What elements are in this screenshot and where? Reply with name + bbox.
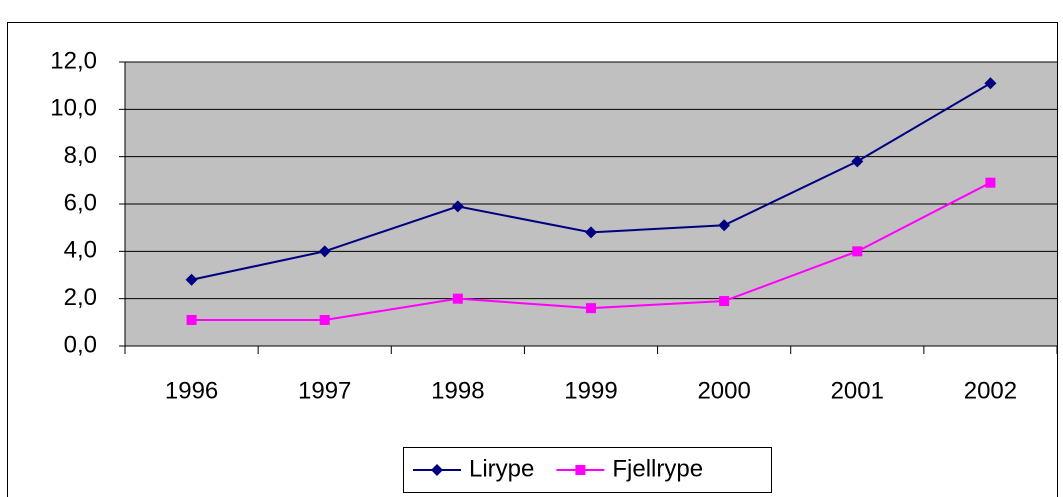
- y-tick-label: 8,0: [64, 142, 97, 169]
- x-tick-label: 1997: [298, 377, 351, 404]
- marker: [186, 314, 197, 325]
- marker: [431, 464, 443, 476]
- marker: [985, 177, 996, 188]
- marker: [719, 296, 730, 307]
- y-tick-label: 10,0: [50, 95, 97, 122]
- marker: [984, 77, 997, 90]
- y-tick-label: 2,0: [64, 284, 97, 311]
- legend-label: Fjellrype: [612, 455, 703, 482]
- series: [185, 77, 997, 286]
- x-tick-label: 1999: [564, 377, 617, 404]
- legend-label: Lirype: [469, 455, 534, 482]
- y-tick-label: 6,0: [64, 189, 97, 216]
- marker: [451, 200, 464, 213]
- y-tick-label: 0,0: [64, 331, 97, 358]
- marker: [185, 273, 198, 286]
- marker: [319, 314, 330, 325]
- marker: [452, 293, 463, 304]
- marker: [585, 226, 597, 239]
- marker: [718, 219, 731, 232]
- marker: [586, 303, 596, 314]
- marker: [318, 245, 331, 258]
- y-tick-label: 12,0: [50, 47, 97, 74]
- series: [186, 177, 996, 325]
- x-tick-label: 2001: [831, 377, 884, 404]
- x-tick-label: 2002: [964, 377, 1017, 404]
- x-tick-label: 1998: [431, 377, 484, 404]
- marker: [575, 465, 586, 475]
- marker: [852, 246, 863, 257]
- x-tick-label: 1996: [165, 377, 218, 404]
- y-tick-label: 4,0: [64, 237, 97, 264]
- marker: [851, 155, 864, 168]
- x-tick-label: 2000: [697, 377, 750, 404]
